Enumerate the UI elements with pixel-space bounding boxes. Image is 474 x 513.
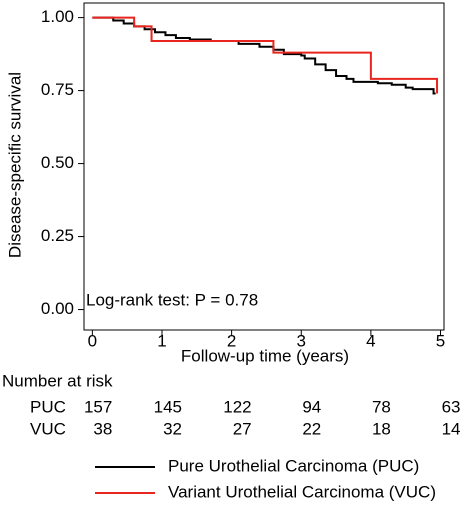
risk-count: 22 <box>302 419 321 438</box>
risk-count: 63 <box>442 397 461 416</box>
risk-row-label: VUC <box>30 419 66 438</box>
x-tick-label: 0 <box>88 331 97 350</box>
x-tick-label: 3 <box>297 331 306 350</box>
risk-count: 78 <box>372 397 391 416</box>
legend-label: Variant Urothelial Carcinoma (VUC) <box>168 482 436 501</box>
risk-count: 157 <box>84 397 112 416</box>
survival-curve <box>92 16 439 94</box>
x-tick-label: 5 <box>436 331 445 350</box>
y-tick-label: 0.75 <box>41 80 74 99</box>
risk-count: 122 <box>223 397 251 416</box>
survival-curve <box>92 16 436 95</box>
plot-frame <box>83 2 445 331</box>
risk-count: 145 <box>154 397 182 416</box>
x-tick-label: 1 <box>157 331 166 350</box>
annotation: Log-rank test: P = 0.78 <box>86 290 258 309</box>
y-tick-label: 0.50 <box>41 153 74 172</box>
risk-row-label: PUC <box>30 397 66 416</box>
risk-table-title: Number at risk <box>2 371 113 390</box>
x-axis-label: Follow-up time (years) <box>181 346 349 365</box>
risk-count: 94 <box>302 397 321 416</box>
risk-count: 38 <box>93 419 112 438</box>
y-tick-label: 0.00 <box>41 299 74 318</box>
x-tick-label: 2 <box>227 331 236 350</box>
risk-count: 27 <box>233 419 252 438</box>
risk-count: 32 <box>163 419 182 438</box>
risk-count: 14 <box>442 419 461 438</box>
y-tick-label: 1.00 <box>41 7 74 26</box>
legend-label: Pure Urothelial Carcinoma (PUC) <box>168 456 419 475</box>
risk-count: 18 <box>372 419 391 438</box>
y-axis-label: Disease-specific survival <box>5 72 24 258</box>
x-tick-label: 4 <box>366 331 375 350</box>
y-tick-label: 0.25 <box>41 226 74 245</box>
